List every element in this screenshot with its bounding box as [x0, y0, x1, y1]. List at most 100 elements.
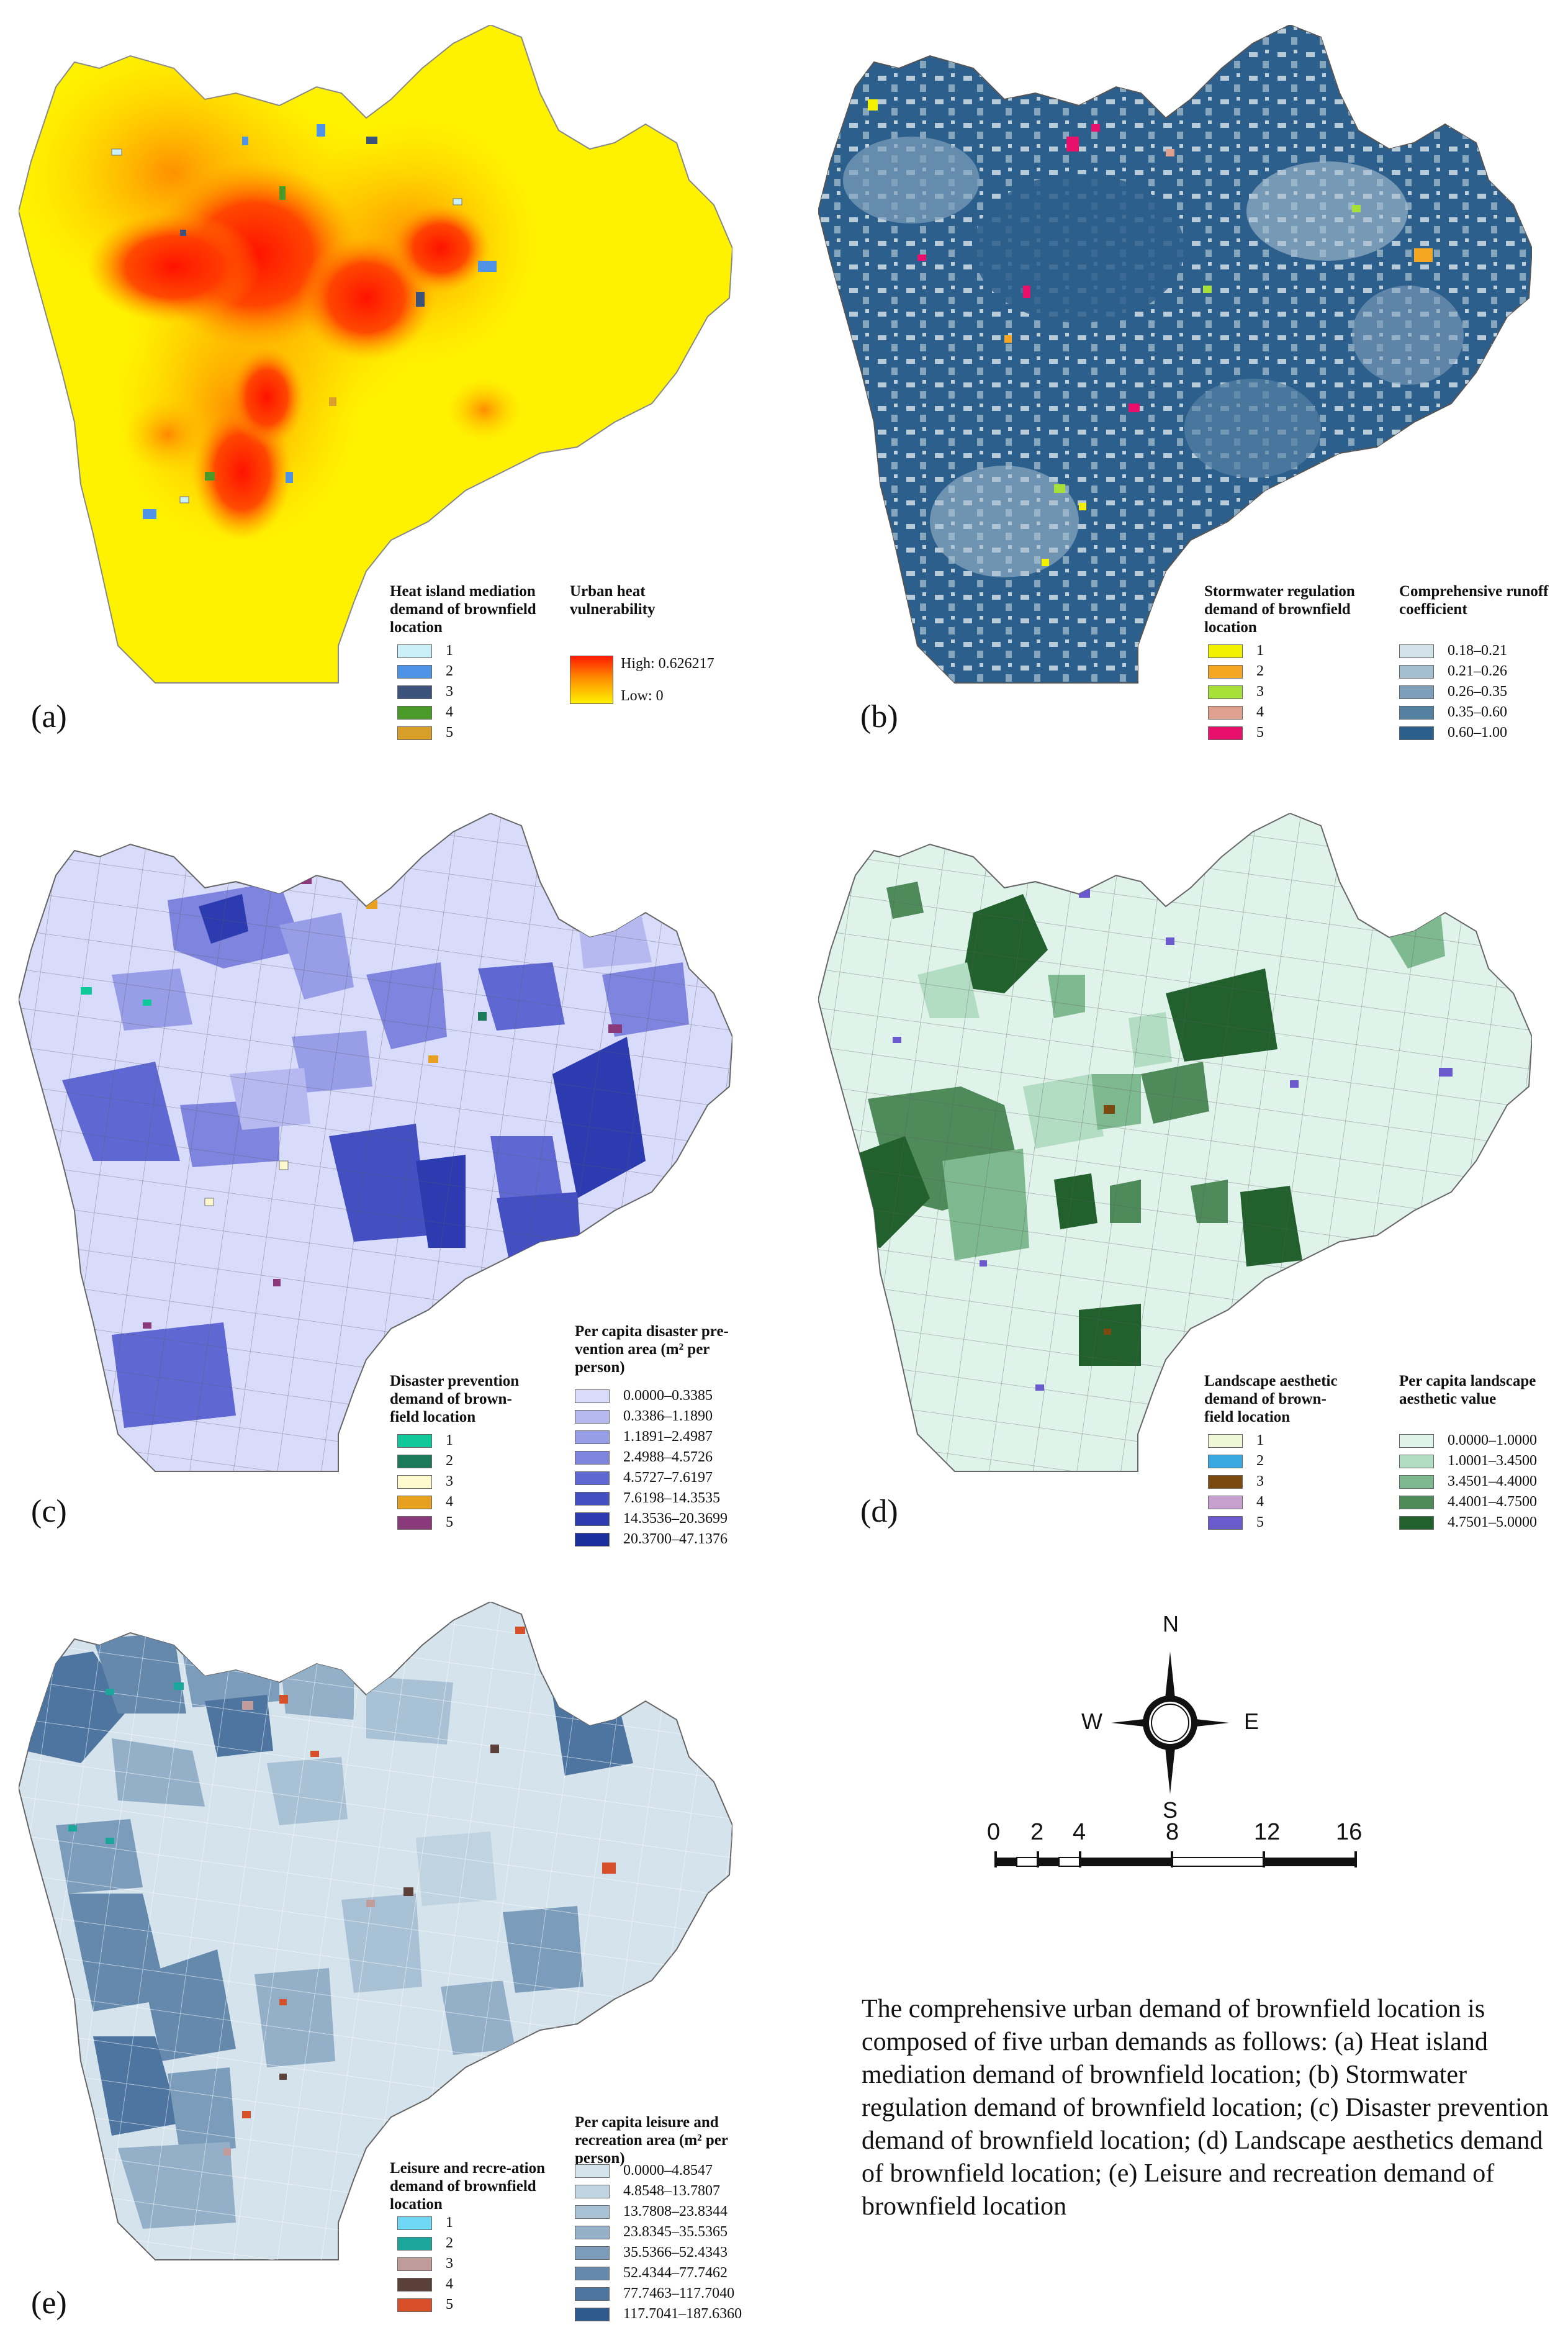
- swatch: [575, 1430, 610, 1444]
- legend-ranges-c: 0.0000–0.3385 0.3386–1.1890 1.1891–2.498…: [575, 1386, 728, 1550]
- gradient-high-label: High: 0.626217: [621, 656, 714, 672]
- swatch: [1208, 685, 1243, 699]
- legend-row: 2: [397, 2233, 453, 2254]
- swatch: [575, 1512, 610, 1526]
- panel-label-a: (a): [31, 699, 67, 734]
- scale-tick-4: 4: [1073, 1819, 1086, 1845]
- swatch: [1208, 644, 1243, 658]
- swatch: [1399, 726, 1434, 740]
- swatch: [1399, 1474, 1434, 1489]
- legend-row: 5: [397, 2295, 453, 2315]
- swatch: [575, 2246, 610, 2260]
- legend-row: 0.18–0.21: [1399, 641, 1507, 661]
- surface-title-b: Comprehensive runoff coefficient: [1399, 583, 1549, 618]
- legend-row: 5: [1208, 1512, 1264, 1533]
- surface-title-c: Per capita disaster pre-vention area (m²…: [575, 1323, 729, 1376]
- legend-classes-c: 1 2 3 4 5: [397, 1430, 453, 1533]
- legend-row: 1.0001–3.4500: [1399, 1451, 1537, 1471]
- legend-row: 4.8548–13.7807: [575, 2181, 742, 2201]
- legend-row: 3.4501–4.4000: [1399, 1471, 1537, 1492]
- legend-row: 0.60–1.00: [1399, 723, 1507, 743]
- legend-row: 2: [397, 1451, 453, 1471]
- swatch: [575, 1471, 610, 1485]
- swatch: [575, 1409, 610, 1424]
- legend-row: 4: [1208, 702, 1264, 723]
- compass-e: E: [1244, 1709, 1259, 1734]
- swatch: [575, 2225, 610, 2239]
- legend-row: 2.4988–4.5726: [575, 1447, 728, 1468]
- swatch: [1208, 1454, 1243, 1468]
- swatch: [1208, 1515, 1243, 1530]
- swatch: [397, 1495, 432, 1509]
- legend-row: 7.6198–14.3535: [575, 1488, 728, 1509]
- legend-row: 4: [397, 2274, 453, 2295]
- legend-row: 1: [397, 1430, 453, 1451]
- legend-row: 3: [397, 682, 453, 702]
- map-leisure-recreation: [19, 1602, 732, 2260]
- legend-row: 4: [1208, 1492, 1264, 1512]
- legend-row: 4: [397, 1492, 453, 1512]
- figure-caption: The comprehensive urban demand of brownf…: [862, 1995, 1549, 2221]
- legend-title-c: Disaster prevention demand of brown-fiel…: [390, 1373, 520, 1425]
- legend-title-b: Stormwater regulation demand of brownfie…: [1204, 583, 1355, 636]
- scale-tick-16: 16: [1336, 1819, 1363, 1845]
- legend-classes-e: 1 2 3 4 5: [397, 2213, 453, 2315]
- north-arrow-icon: [1111, 1651, 1229, 1794]
- surface-title-a: Urban heat vulnerability: [570, 583, 656, 618]
- compass-n: N: [1163, 1611, 1179, 1637]
- legend-row: 35.5366–52.4343: [575, 2242, 742, 2263]
- legend-row: 3: [1208, 1471, 1264, 1492]
- swatch: [575, 2287, 610, 2301]
- legend-row: 3: [1208, 682, 1264, 702]
- legend-row: 13.7808–23.8344: [575, 2201, 742, 2222]
- legend-ranges-e: 0.0000–4.8547 4.8548–13.7807 13.7808–23.…: [575, 2161, 742, 2324]
- legend-row: 23.8345–35.5365: [575, 2222, 742, 2242]
- swatch: [1399, 1434, 1434, 1448]
- legend-row: 5: [397, 723, 453, 743]
- swatch: [575, 1389, 610, 1403]
- gradient-low-label: Low: 0: [621, 688, 664, 704]
- swatch: [1208, 1434, 1243, 1448]
- heat-gradient-swatch: [570, 656, 613, 704]
- legend-row: 4.7501–5.0000: [1399, 1512, 1537, 1533]
- swatch: [1399, 705, 1434, 720]
- legend-row: 1: [397, 2213, 453, 2233]
- legend-row: 0.26–0.35: [1399, 682, 1507, 702]
- swatch: [397, 1454, 432, 1468]
- map-disaster-prevention: [19, 813, 732, 1472]
- compass-s: S: [1163, 1797, 1178, 1823]
- swatch: [397, 1474, 432, 1489]
- swatch: [1399, 1454, 1434, 1468]
- legend-row: 0.21–0.26: [1399, 661, 1507, 682]
- swatch: [397, 644, 432, 658]
- legend-classes-d: 1 2 3 4 5: [1208, 1430, 1264, 1533]
- surface-title-e: Per capita leisure and recreation area (…: [575, 2114, 728, 2167]
- panel-label-e: (e): [31, 2285, 67, 2321]
- surface-title-d: Per capita landscape aesthetic value: [1399, 1373, 1536, 1407]
- swatch: [575, 2307, 610, 2321]
- legend-row: 1: [397, 641, 453, 661]
- legend-title-d: Landscape aesthetic demand of brown-fiel…: [1204, 1373, 1338, 1425]
- legend-ranges-b: 0.18–0.21 0.21–0.26 0.26–0.35 0.35–0.60 …: [1399, 641, 1507, 743]
- panel-label-b: (b): [860, 699, 898, 734]
- legend-row: 52.4344–77.7462: [575, 2263, 742, 2283]
- swatch: [575, 2184, 610, 2198]
- swatch: [1399, 685, 1434, 699]
- legend-row: 5: [397, 1512, 453, 1533]
- legend-row: 3: [397, 2254, 453, 2274]
- swatch: [397, 726, 432, 740]
- swatch: [1399, 644, 1434, 658]
- compass-w: W: [1081, 1709, 1102, 1734]
- legend-row: 5: [1208, 723, 1264, 743]
- map-heat-vulnerability: [19, 25, 732, 684]
- swatch: [1399, 664, 1434, 679]
- legend-row: 0.0000–4.8547: [575, 2161, 742, 2181]
- legend-row: 117.7041–187.6360: [575, 2304, 742, 2324]
- legend-row: 0.3386–1.1890: [575, 1406, 728, 1427]
- legend-row: 1: [1208, 641, 1264, 661]
- swatch: [397, 1434, 432, 1448]
- legend-row: 4.5727–7.6197: [575, 1468, 728, 1488]
- legend-row: 3: [397, 1471, 453, 1492]
- legend-row: 77.7463–117.7040: [575, 2283, 742, 2304]
- legend-row: 2: [1208, 661, 1264, 682]
